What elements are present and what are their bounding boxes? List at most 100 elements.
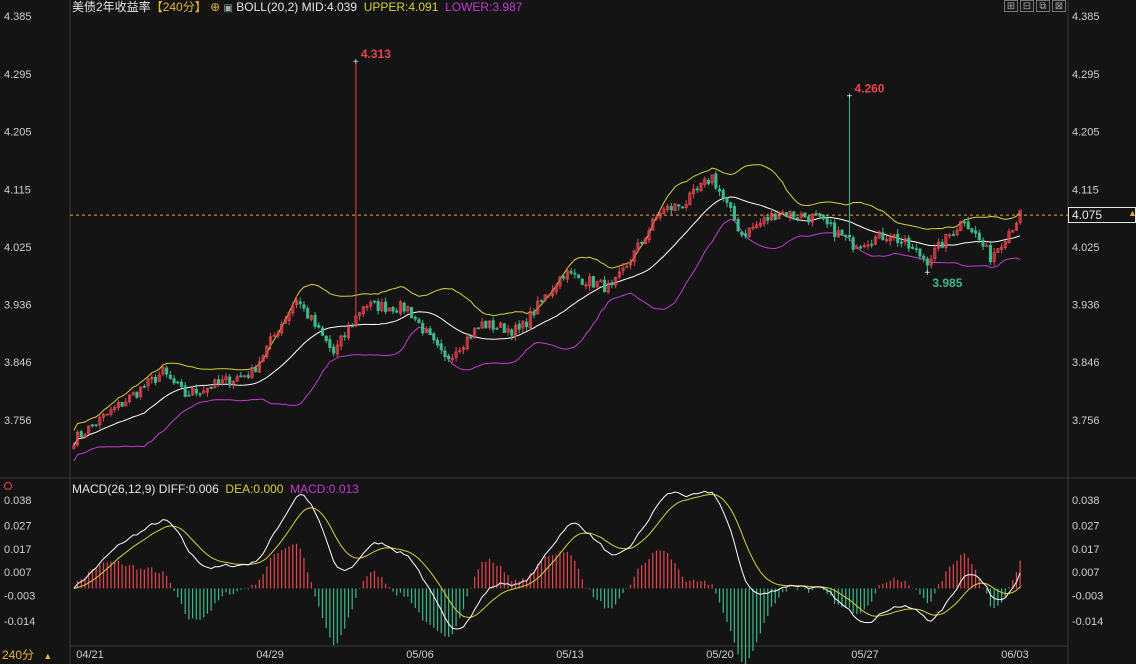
candle [740,231,744,236]
candle [454,351,458,358]
timeframe-label: 240分 [2,648,35,662]
candle [992,252,996,262]
annotation-label: 4.260 [854,81,884,95]
candle [76,431,80,446]
candle [465,336,469,350]
candle [502,323,506,333]
candle [777,213,781,220]
candle [821,214,826,220]
candle [439,343,443,351]
boll-mid-line [73,196,1021,446]
candle [632,250,636,263]
candle [684,204,688,208]
candle [291,305,295,314]
candle [113,407,117,411]
candle [591,275,595,288]
candle [625,265,629,268]
candle [521,320,525,329]
macd-tick-label-left: 0.027 [4,521,32,533]
candle [933,247,937,259]
candle [268,336,273,346]
candle [936,241,941,249]
candle [94,424,98,427]
candle [725,197,729,203]
candle [558,276,562,287]
settings-icon[interactable]: ⊕ [210,0,221,14]
candle [313,314,317,327]
candle [142,385,146,388]
candle [491,320,495,330]
macd-tick-label-left: 0.017 [4,544,32,556]
candle [888,237,892,242]
candle [829,222,833,225]
macd-dea: DEA:0.000 [225,482,284,496]
period-label[interactable]: 【240分】 [150,0,207,14]
candle [762,217,766,225]
candle [925,258,929,266]
macd-tick-label-right: 0.007 [1072,567,1100,579]
candle [406,306,410,312]
candle [677,204,681,207]
candle [435,339,440,346]
macd-tick-label-left: -0.003 [4,590,35,602]
crosshair-icon[interactable]: ⊞ [1004,0,1018,12]
boll-toggle-icon[interactable]: ▣ [223,3,233,14]
candle [781,211,785,214]
candle [261,355,265,362]
candle [543,294,547,301]
y-tick-label-left: 3.846 [4,357,32,369]
candle [506,328,510,333]
candle [747,227,751,238]
layout-icon[interactable]: ⊟ [1020,0,1034,12]
candle [127,394,132,403]
candle [654,216,659,220]
candle [168,374,172,379]
candle [176,381,180,384]
candle [120,401,124,407]
timeframe-selector[interactable]: 240分 ▲ [2,646,52,663]
candle [135,391,139,398]
candle [599,280,603,283]
macd-tick-label-left: 0.007 [4,567,32,579]
x-tick-label: 05/27 [851,649,879,661]
macd-indicator-icon[interactable] [4,482,12,490]
candle [988,245,993,263]
candle [966,221,970,230]
candle [101,414,106,418]
fullscreen-icon[interactable]: ⧉ [1036,0,1050,12]
candle [758,222,762,227]
candle [532,311,536,316]
candle [985,245,989,248]
candle [695,188,699,191]
annotation-marker: + [846,91,852,102]
candle [417,319,421,323]
candle [929,258,933,266]
candle [306,308,310,319]
candle [536,300,540,315]
candle [365,306,369,308]
candle [280,323,284,334]
candle [595,281,599,288]
candle [640,241,644,244]
candle [714,173,718,189]
annotation-label: 3.985 [932,276,962,290]
macd-tick-label-left: -0.014 [4,616,35,628]
instrument-title: 美债2年收益率 [72,0,151,14]
candle [692,188,696,195]
candle [224,376,228,381]
candle [814,213,818,215]
candle [213,379,217,389]
candle [372,300,376,303]
candle [294,300,299,305]
candle [517,323,521,330]
close-panel-icon[interactable]: ⊠ [1052,0,1066,12]
candle [332,346,336,354]
candle [83,434,87,438]
candle [324,335,328,342]
candle [617,271,621,278]
candle [551,290,555,297]
candle [157,374,161,382]
candle [194,388,198,394]
y-tick-label-right: 4.205 [1072,127,1100,139]
